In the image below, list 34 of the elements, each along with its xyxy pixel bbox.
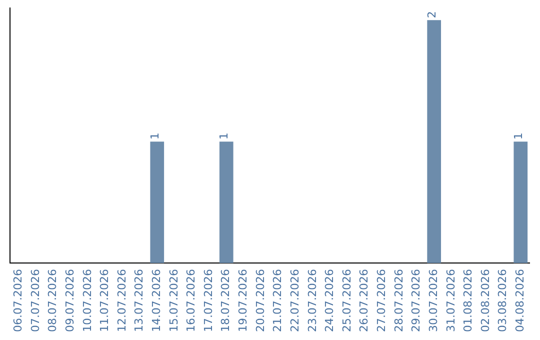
data-label: 2 xyxy=(425,11,438,18)
x-tick-label: 03.08.2026 xyxy=(496,269,510,332)
x-tick-label: 11.07.2026 xyxy=(98,269,112,332)
x-tick-label: 04.08.2026 xyxy=(513,269,526,332)
x-tick-label: 24.07.2026 xyxy=(323,269,336,332)
x-tick-label: 23.07.2026 xyxy=(306,269,319,332)
x-tick-label: 16.07.2026 xyxy=(184,269,198,332)
x-tick-label: 08.07.2026 xyxy=(46,269,60,332)
x-tick-label: 14.07.2026 xyxy=(150,269,163,332)
x-tick-label: 21.07.2026 xyxy=(271,269,284,332)
x-tick-label: 01.08.2026 xyxy=(462,269,475,332)
x-tick-label: 31.07.2026 xyxy=(444,269,458,332)
x-tick-label: 17.07.2026 xyxy=(202,269,215,332)
data-label: 1 xyxy=(512,132,525,140)
x-tick-label: 22.07.2026 xyxy=(288,269,302,332)
x-tick-label: 30.07.2026 xyxy=(426,269,440,332)
x-tick-label: 15.07.2026 xyxy=(167,269,180,332)
x-tick-label: 20.07.2026 xyxy=(254,269,267,332)
x-tick-label: 07.07.2026 xyxy=(28,269,42,332)
x-tick-label: 13.07.2026 xyxy=(132,269,146,332)
x-tick-label: 27.07.2026 xyxy=(375,269,388,332)
x-tick-label: 28.07.2026 xyxy=(392,269,406,332)
data-label: 1 xyxy=(218,132,231,140)
data-label: 1 xyxy=(148,132,162,140)
x-tick-label: 09.07.2026 xyxy=(63,269,76,332)
x-tick-label: 25.07.2026 xyxy=(340,269,354,332)
x-tick-label: 26.07.2026 xyxy=(358,269,371,332)
x-tick-label: 29.07.2026 xyxy=(410,269,423,332)
x-tick-label: 18.07.2026 xyxy=(219,269,232,332)
x-tick-label: 10.07.2026 xyxy=(80,269,94,332)
x-tick-label: 12.07.2026 xyxy=(115,269,128,332)
x-tick-label: 06.07.2026 xyxy=(12,269,25,332)
x-tick-label: 02.08.2026 xyxy=(478,269,492,332)
x-tick-label: 19.07.2026 xyxy=(236,269,250,332)
